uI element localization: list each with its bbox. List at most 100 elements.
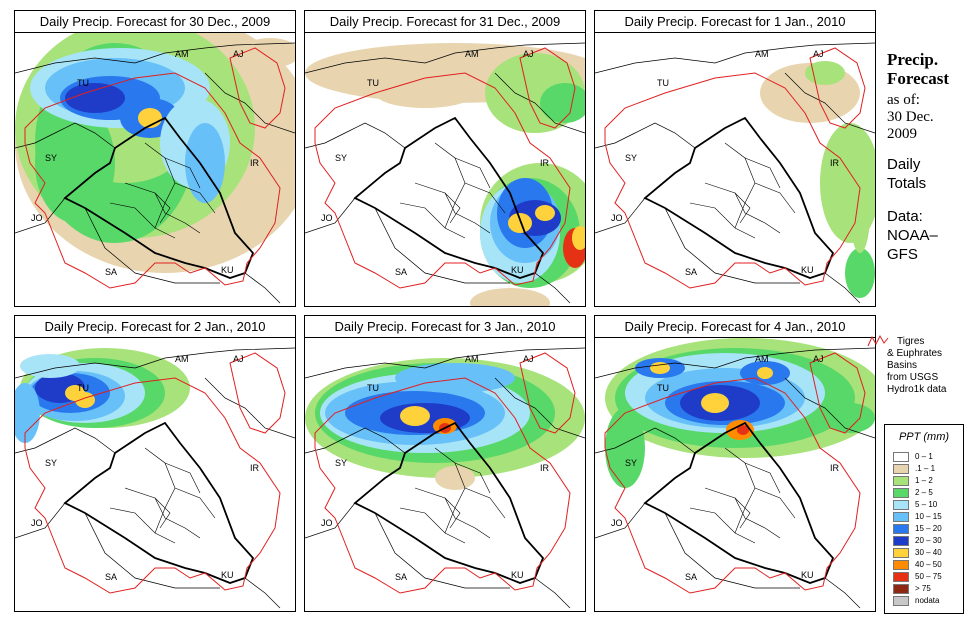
precip-area: [185, 123, 225, 203]
country-label: IR: [830, 158, 840, 168]
border-line: [664, 512, 800, 589]
country-label: KU: [801, 570, 814, 580]
border-line: [784, 72, 875, 134]
map-canvas: TU AM AJ SY IR JO SA KU: [595, 338, 875, 609]
precip-area: [335, 65, 355, 81]
country-label: KU: [801, 265, 814, 275]
country-label: AJ: [523, 354, 534, 364]
country-label: IR: [250, 158, 260, 168]
country-label: TU: [657, 78, 669, 88]
ppt-legend: PPT (mm) 0 – 1 .1 – 1 1 – 2 2 – 5 5 – 10 10 –…: [884, 424, 964, 614]
border-line: [534, 577, 571, 609]
country-label: TU: [77, 383, 89, 393]
precip-field: [305, 358, 585, 490]
basin-line-icon: [867, 334, 889, 347]
legend-item: > 75: [893, 583, 931, 594]
precip-map: TU AM AJ SY IR JO SA KU: [14, 32, 296, 307]
legend-swatch: [893, 547, 909, 558]
basins-key: Tigres & Euphrates Basins from USGS Hydr…: [887, 336, 946, 396]
province-line: [454, 157, 491, 189]
province-line: [174, 182, 216, 214]
precip-area: [650, 362, 670, 374]
border-line: [595, 427, 696, 454]
border-line: [305, 197, 356, 234]
border-line: [15, 197, 66, 234]
border-line: [305, 122, 406, 149]
country-label: AJ: [233, 354, 244, 364]
as-of-year: 2009: [887, 126, 917, 142]
legend-item: 30 – 40: [893, 547, 942, 558]
as-of-label: as of:: [887, 92, 920, 108]
country-label: SA: [105, 572, 117, 582]
border-line: [15, 347, 295, 379]
legend-range: 2 – 5: [915, 488, 933, 497]
basin-boundary: [519, 352, 576, 434]
precip-area: [15, 383, 40, 443]
border-line: [15, 122, 116, 149]
side-info: Precip. Forecast as of: 30 Dec. 2009 Dai…: [887, 50, 949, 264]
country-label: AM: [755, 354, 769, 364]
precip-area: [701, 393, 729, 413]
map-canvas: TU AM AJ SY IR JO SA KU: [305, 42, 585, 306]
province-line: [144, 447, 176, 534]
forecast-panel: Daily Precip. Forecast for 4 Jan., 2010 …: [594, 315, 876, 612]
country-label: SY: [335, 458, 347, 468]
country-label: KU: [511, 570, 524, 580]
country-label: TU: [367, 383, 379, 393]
legend-swatch: [893, 511, 909, 522]
legend-item: 20 – 30: [893, 535, 942, 546]
province-line: [724, 447, 756, 534]
country-label: AM: [175, 49, 189, 59]
precip-area: [240, 38, 295, 68]
border-line: [204, 72, 295, 134]
province-line: [734, 497, 751, 529]
precip-area: [605, 408, 645, 488]
national-border: [63, 421, 255, 584]
province-line: [744, 462, 781, 494]
basins-label: Tigres: [897, 336, 925, 347]
province-line: [124, 182, 201, 234]
border-line: [305, 42, 585, 74]
national-border: [643, 421, 835, 584]
precip-area: [435, 466, 475, 490]
map-canvas: TU AM AJ SY IR JO SA KU: [305, 347, 585, 609]
border-line: [84, 512, 220, 589]
country-label: TU: [367, 78, 379, 88]
province-line: [724, 142, 756, 229]
basin-boundary: [229, 352, 286, 434]
country-label: SA: [395, 572, 407, 582]
basins-label: Basins: [887, 360, 918, 371]
country-label: SA: [685, 572, 697, 582]
province-line: [399, 202, 466, 239]
basin-boundary: [24, 72, 281, 289]
province-line: [164, 462, 201, 494]
precip-area: [20, 354, 80, 378]
totals-label: Totals: [887, 175, 927, 192]
basins-label: & Euphrates: [887, 348, 943, 359]
border-line: [244, 272, 281, 304]
country-label: IR: [540, 158, 550, 168]
legend-swatch: [893, 487, 909, 498]
legend-swatch: [893, 535, 909, 546]
precip-area: [845, 248, 875, 298]
precip-area: [572, 226, 585, 250]
country-label: TU: [77, 78, 89, 88]
border-line: [204, 377, 295, 439]
national-border: [643, 116, 835, 279]
basin-boundary: [24, 377, 281, 594]
legend-range: 10 – 15: [915, 512, 942, 521]
national-border: [63, 116, 255, 279]
country-label: JO: [321, 518, 333, 528]
basin-boundary: [604, 377, 861, 594]
data-source: NOAA–: [887, 227, 938, 244]
border-line: [15, 42, 295, 74]
country-label: AM: [175, 354, 189, 364]
precip-area: [535, 205, 555, 221]
country-label: SA: [395, 267, 407, 277]
legend-item: 40 – 50: [893, 559, 942, 570]
side-heading: Forecast: [887, 69, 949, 88]
precip-map: TU AM AJ SY IR JO SA KU: [14, 337, 296, 612]
province-line: [444, 192, 461, 224]
precip-area: [825, 403, 875, 433]
forecast-panel: Daily Precip. Forecast for 3 Jan., 2010 …: [304, 315, 586, 612]
